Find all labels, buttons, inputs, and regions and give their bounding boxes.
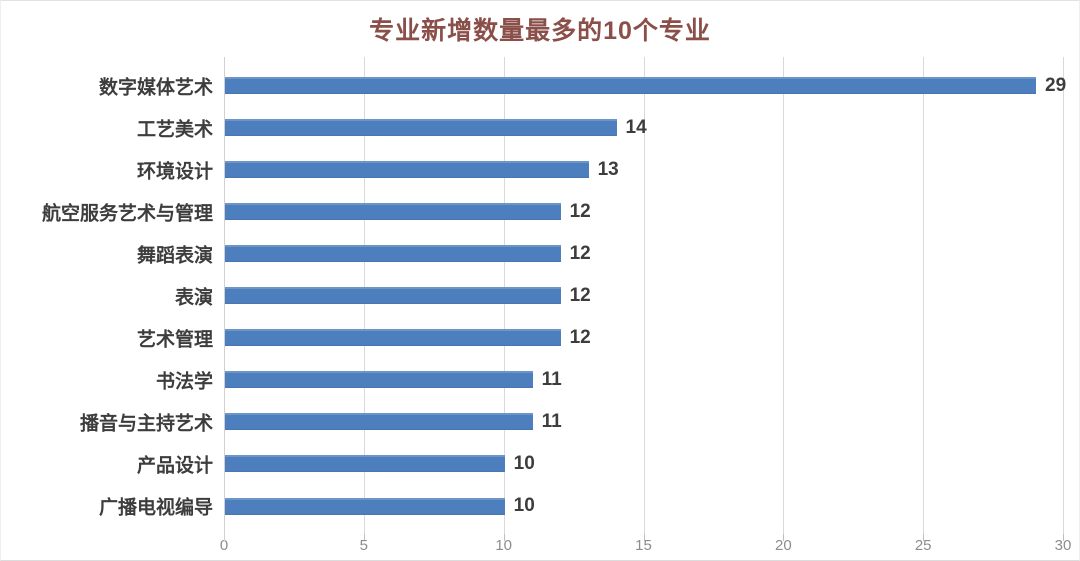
value-label: 29	[1045, 74, 1067, 96]
category-label: 播音与主持艺术	[79, 413, 213, 435]
value-label: 10	[513, 495, 535, 516]
x-tick-label-5: 5	[359, 537, 368, 554]
value-label: 11	[541, 368, 562, 390]
x-tick-label-25: 25	[914, 537, 932, 554]
category-axis-line	[224, 57, 225, 541]
x-tick-label-20: 20	[774, 537, 792, 554]
gridline-20	[783, 57, 785, 534]
value-label: 10	[513, 452, 535, 474]
gridline-30	[1063, 57, 1064, 534]
category-label: 舞蹈表演	[136, 245, 213, 267]
x-tick-label-0: 0	[219, 537, 229, 554]
value-label: 13	[597, 158, 619, 180]
x-tick-label-15: 15	[635, 537, 652, 554]
gridline-25	[923, 57, 925, 534]
axis-tick-30	[1063, 534, 1064, 541]
axis-tick-25	[923, 534, 925, 541]
value-label: 12	[569, 242, 591, 264]
chart-title: 专业新增数量最多的10个专业	[369, 17, 711, 45]
bar-数字媒体艺术	[225, 77, 1037, 94]
x-tick-label-30: 30	[1054, 537, 1072, 554]
category-label: 数字媒体艺术	[98, 77, 213, 98]
category-label: 航空服务艺术与管理	[41, 203, 213, 225]
bar-表演	[225, 287, 561, 305]
axis-tick-20	[783, 534, 785, 541]
value-label: 12	[569, 326, 591, 348]
value-label: 12	[569, 284, 591, 306]
category-label: 广播电视编导	[98, 497, 213, 519]
axis-tick-5	[363, 534, 365, 541]
bar-产品设计	[225, 455, 505, 473]
bar-书法学	[225, 371, 533, 389]
bar-艺术管理	[225, 329, 561, 347]
category-label: 艺术管理	[136, 329, 213, 351]
axis-tick-15	[643, 534, 645, 541]
category-label: 工艺美术	[136, 119, 213, 141]
category-label: 书法学	[155, 371, 213, 393]
bar-广播电视编导	[225, 497, 505, 515]
bar-播音与主持艺术	[225, 413, 533, 431]
value-label: 14	[625, 116, 647, 138]
category-label: 表演	[174, 287, 213, 309]
bar-工艺美术	[225, 119, 617, 137]
value-label: 11	[541, 410, 562, 432]
category-label: 环境设计	[136, 161, 213, 183]
bar-舞蹈表演	[225, 245, 561, 263]
category-label: 产品设计	[136, 455, 213, 477]
x-tick-label-10: 10	[495, 537, 512, 554]
bar-航空服务艺术与管理	[225, 203, 561, 221]
axis-tick-10	[503, 534, 505, 541]
gridline-15	[643, 57, 645, 534]
bar-环境设计	[225, 161, 589, 179]
value-label: 12	[569, 200, 591, 222]
